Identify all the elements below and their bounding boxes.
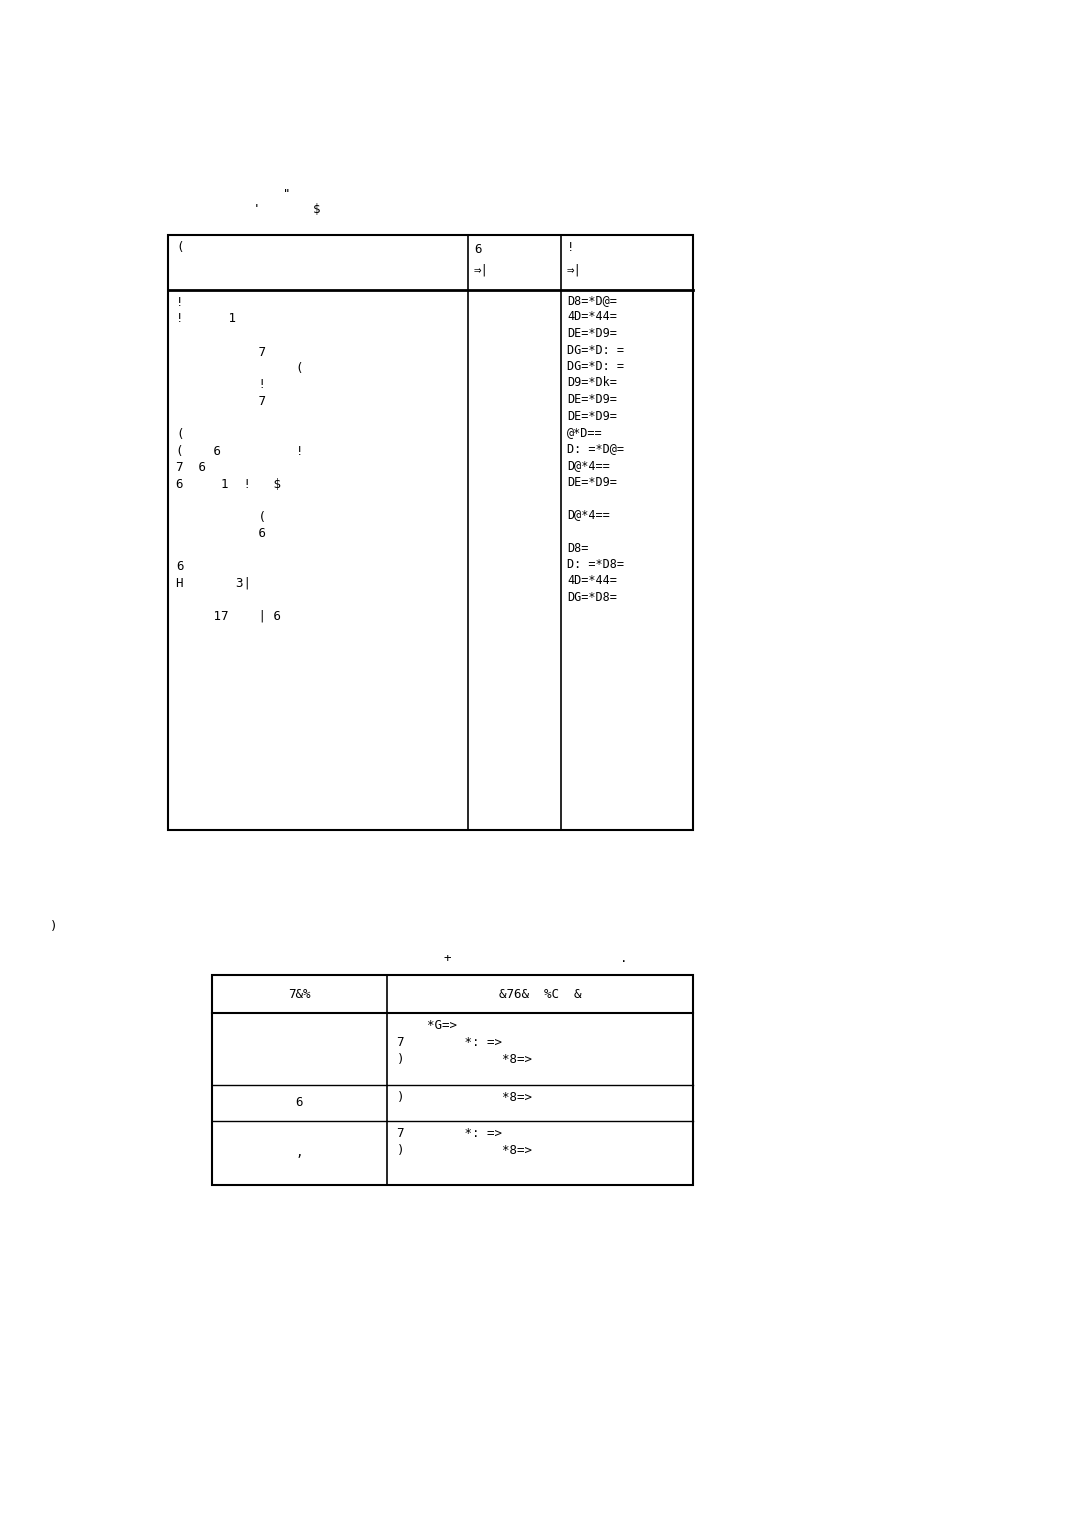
Text: +: + bbox=[443, 951, 450, 965]
Text: '       $: ' $ bbox=[253, 203, 321, 215]
Text: )             *8=>: ) *8=> bbox=[397, 1090, 532, 1104]
Text: ⇒|: ⇒| bbox=[474, 263, 489, 276]
Text: 7        *: =>
)             *8=>: 7 *: => ) *8=> bbox=[397, 1127, 532, 1157]
Text: 7&%: 7&% bbox=[288, 988, 311, 1000]
Text: (: ( bbox=[176, 241, 184, 253]
Text: &76&  %C  &: &76& %C & bbox=[499, 988, 581, 1000]
Bar bbox=[212, 976, 693, 1185]
Text: *G=>
7        *: =>
)             *8=>: *G=> 7 *: => ) *8=> bbox=[397, 1019, 532, 1066]
Text: .: . bbox=[620, 951, 627, 965]
Text: ,: , bbox=[296, 1147, 303, 1159]
Text: D8=*D@=
4D=*44=
DE=*D9=
DG=*D: =
DG=*D: =
D9=*Dk=
DE=*D9=
DE=*D9=
@*D==
D: =*D@=: D8=*D@= 4D=*44= DE=*D9= DG=*D: = DG=*D: … bbox=[567, 295, 624, 605]
Text: ): ) bbox=[50, 919, 57, 933]
Text: 6: 6 bbox=[474, 243, 482, 257]
Text: 6: 6 bbox=[296, 1096, 303, 1110]
Text: !
!      1

           7
                (
           !
           7

(
(    6  : ! ! 1 7 ( ! 7 ( ( 6 bbox=[176, 296, 303, 623]
Text: !: ! bbox=[567, 241, 575, 253]
Bar bbox=[168, 235, 693, 831]
Text: ": " bbox=[283, 188, 291, 202]
Text: ⇒|: ⇒| bbox=[567, 263, 582, 276]
